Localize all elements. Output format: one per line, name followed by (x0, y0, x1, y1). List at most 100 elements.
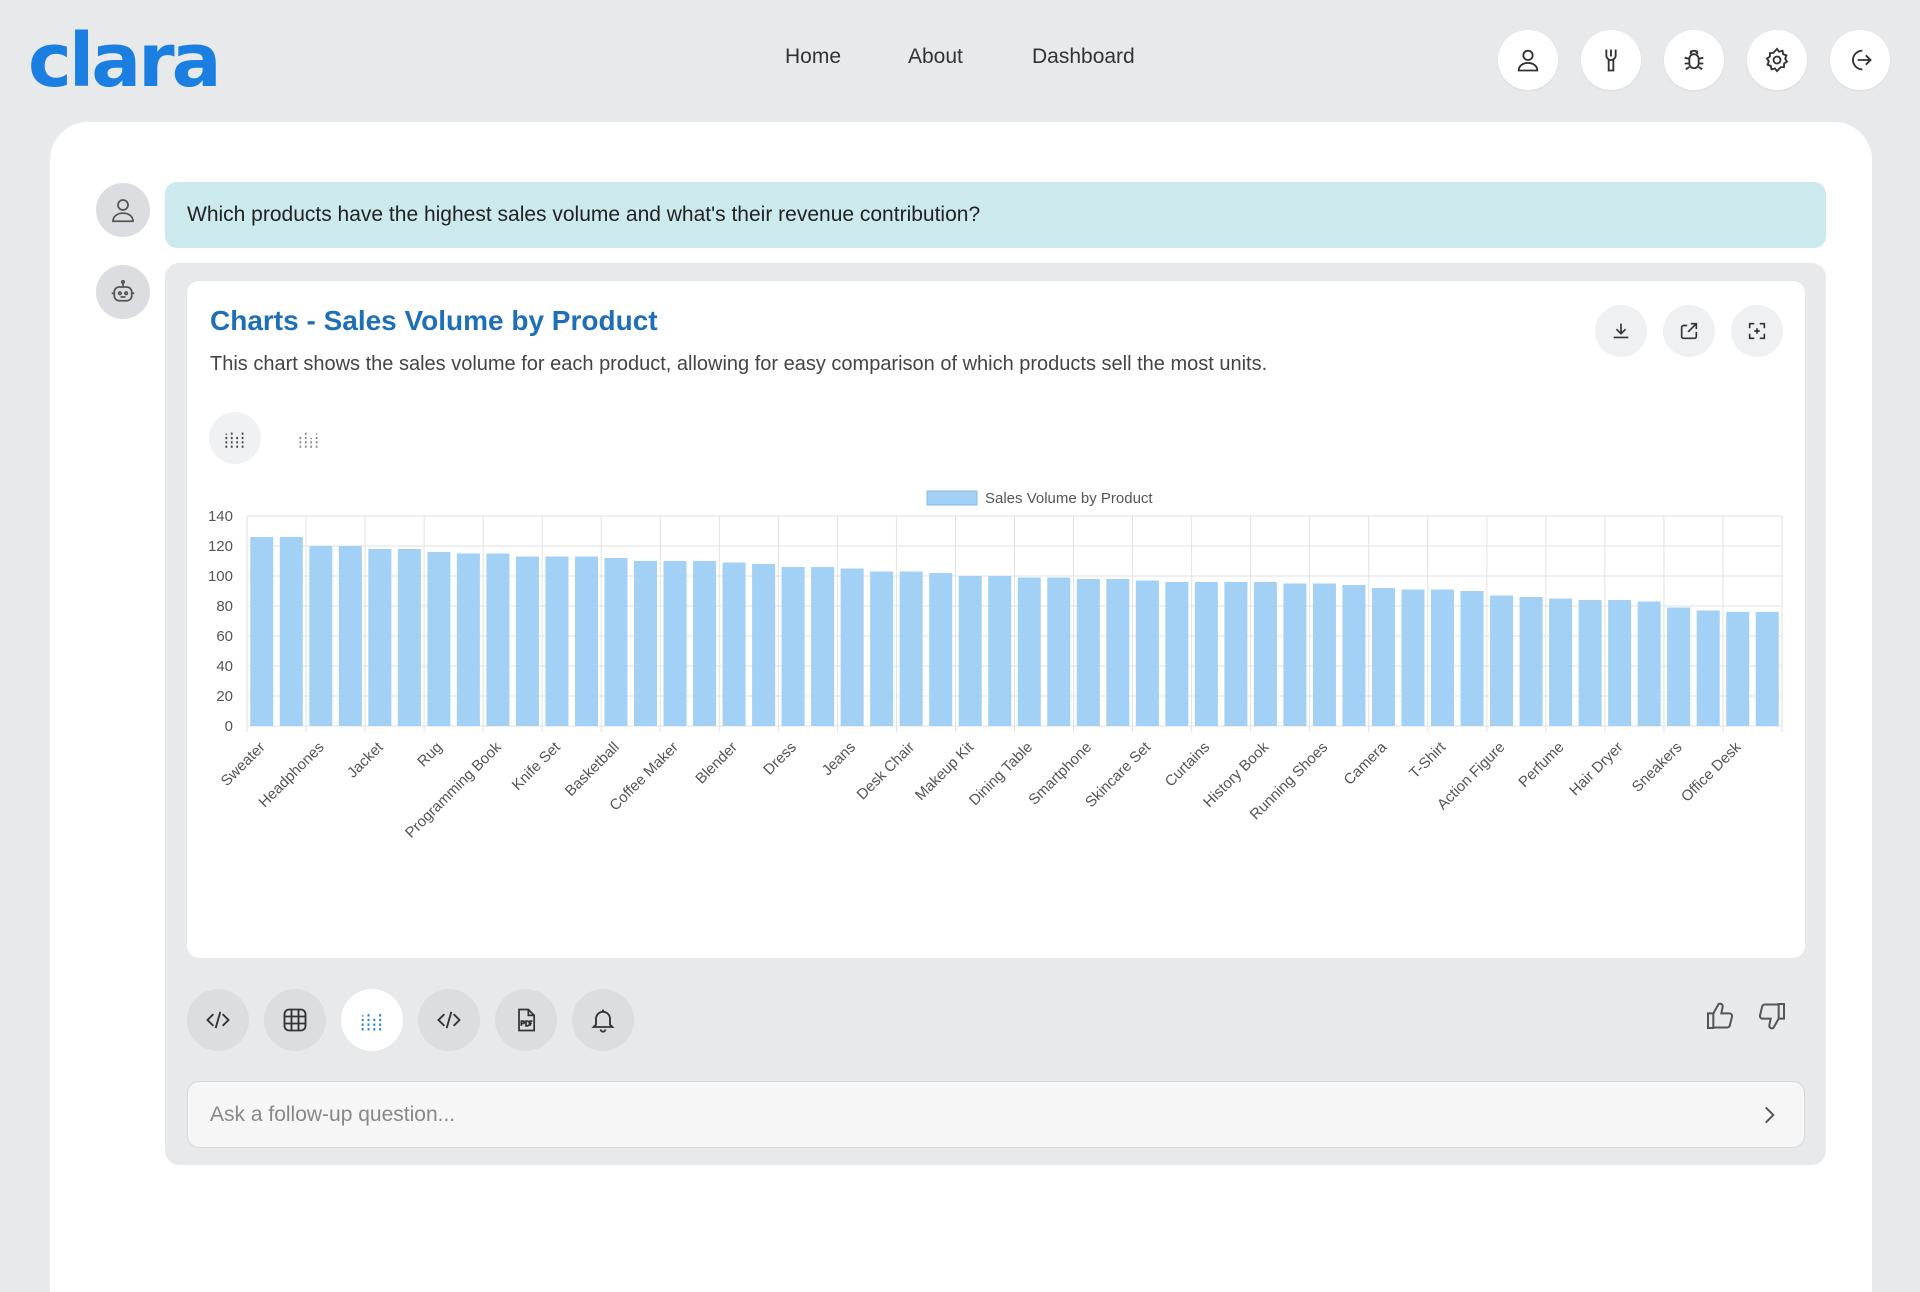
nav-home[interactable]: Home (785, 45, 842, 68)
chart-bar (752, 564, 776, 726)
code-alt-button[interactable] (418, 989, 480, 1051)
x-tick-label: Dining Table (966, 739, 1036, 809)
code-button[interactable] (187, 989, 249, 1051)
fullscreen-button[interactable] (1731, 305, 1783, 357)
chart-bar (1342, 585, 1366, 726)
like-button[interactable] (1704, 1000, 1736, 1032)
sales-volume-chart: Sales Volume by Product 0 20 40 60 80 100 120 14… (208, 490, 1783, 842)
card-actions (1595, 305, 1783, 357)
x-tick-label: Camera (1341, 738, 1391, 788)
bot-avatar (96, 265, 150, 319)
nav-dashboard[interactable]: Dashboard (1032, 45, 1135, 68)
x-tick-label: Sweater (218, 739, 269, 790)
robot-icon (111, 279, 135, 302)
x-tick-label: Curtains (1162, 739, 1214, 791)
chart-bar (1194, 582, 1218, 726)
chart-bar (515, 556, 539, 726)
debug-button[interactable] (1664, 30, 1724, 90)
chart-bar (1519, 597, 1543, 726)
chart-bar (988, 576, 1012, 726)
chart-bar (1490, 595, 1514, 726)
gear-icon (1765, 47, 1789, 73)
alt-bar-view-button[interactable] (283, 412, 335, 464)
chart-bar (958, 576, 982, 726)
code-alt-icon (437, 1011, 461, 1029)
user-question: Which products have the highest sales vo… (165, 182, 1826, 248)
chat-panel: Which products have the highest sales vo… (50, 122, 1872, 1292)
download-icon (1613, 323, 1629, 339)
chart-bar (250, 537, 274, 726)
y-tick-label: 120 (208, 538, 233, 555)
y-tick-label: 40 (216, 658, 233, 675)
chart-button[interactable] (341, 989, 403, 1051)
chart-bar (1106, 579, 1130, 726)
chart-bar (1047, 577, 1071, 726)
main-nav: Home About Dashboard (0, 45, 1920, 75)
chart-bar (1431, 589, 1455, 726)
chevron-right-icon (1765, 1106, 1775, 1124)
chart-view-toggle (209, 412, 335, 464)
feedback-group (1704, 1000, 1788, 1032)
share-icon (1680, 322, 1698, 340)
dislike-button[interactable] (1756, 1000, 1788, 1032)
chart-bar (1549, 598, 1573, 726)
x-tick-label: Rug (414, 739, 445, 770)
bug-icon (1684, 49, 1704, 71)
chart-bar (1667, 607, 1691, 726)
x-tick-label: Basketball (562, 739, 623, 800)
user-avatar (96, 183, 150, 237)
bot-answer: Charts - Sales Volume by Product This ch… (165, 263, 1826, 1165)
legend-label: Sales Volume by Product (985, 490, 1153, 507)
chart-bar (1312, 583, 1336, 726)
notify-button[interactable] (572, 989, 634, 1051)
x-tick-label: Office Desk (1678, 738, 1745, 805)
download-button[interactable] (1595, 305, 1647, 357)
chart-bar (899, 571, 923, 726)
chart-bar (486, 553, 510, 726)
followup-input[interactable] (210, 1082, 1710, 1147)
thumbs-down-icon (1758, 1003, 1785, 1030)
y-tick-label: 20 (216, 688, 233, 705)
logout-button[interactable] (1830, 30, 1890, 90)
pdf-button[interactable] (495, 989, 557, 1051)
x-tick-label: T-Shirt (1406, 738, 1450, 782)
y-tick-label: 100 (208, 568, 233, 585)
y-tick-label: 140 (208, 508, 233, 525)
share-button[interactable] (1663, 305, 1715, 357)
chart-bar (1224, 582, 1248, 726)
chart-bar (633, 561, 658, 726)
nav-about[interactable]: About (908, 45, 963, 68)
send-button[interactable] (1754, 1100, 1784, 1130)
settings-button[interactable] (1747, 30, 1807, 90)
followup-box (187, 1081, 1805, 1148)
chart-bar (1283, 583, 1307, 726)
chart-bar (840, 568, 864, 726)
chart-card-title: Charts - Sales Volume by Product (210, 305, 658, 336)
x-tick-label: Perfume (1515, 739, 1567, 791)
y-tick-label: 0 (225, 718, 233, 735)
tools-button[interactable] (1581, 30, 1641, 90)
app-logo[interactable]: clara (28, 18, 222, 104)
x-tick-label: Dress (760, 739, 800, 779)
table-icon (283, 1008, 307, 1032)
chart-bar (279, 537, 303, 726)
chart-bar (811, 567, 835, 726)
chart-bar (604, 558, 628, 726)
bar-view-button[interactable] (209, 412, 261, 464)
x-tick-label: Jacket (344, 738, 387, 781)
user-icon (1517, 49, 1539, 72)
chart-bar (1371, 588, 1396, 726)
logout-icon (1852, 49, 1872, 71)
tools-icon (1605, 49, 1617, 72)
profile-button[interactable] (1498, 30, 1558, 90)
chart-bar (1578, 600, 1602, 726)
chart-bar (1135, 580, 1159, 726)
user-icon (112, 199, 134, 223)
x-tick-label: Hair Dryer (1566, 739, 1626, 799)
chart-bar (1755, 612, 1779, 726)
chart-bar (1017, 577, 1041, 726)
pdf-icon (518, 1008, 536, 1032)
chart-bar (1726, 612, 1750, 726)
table-button[interactable] (264, 989, 326, 1051)
chart-card: Charts - Sales Volume by Product This ch… (187, 281, 1805, 958)
